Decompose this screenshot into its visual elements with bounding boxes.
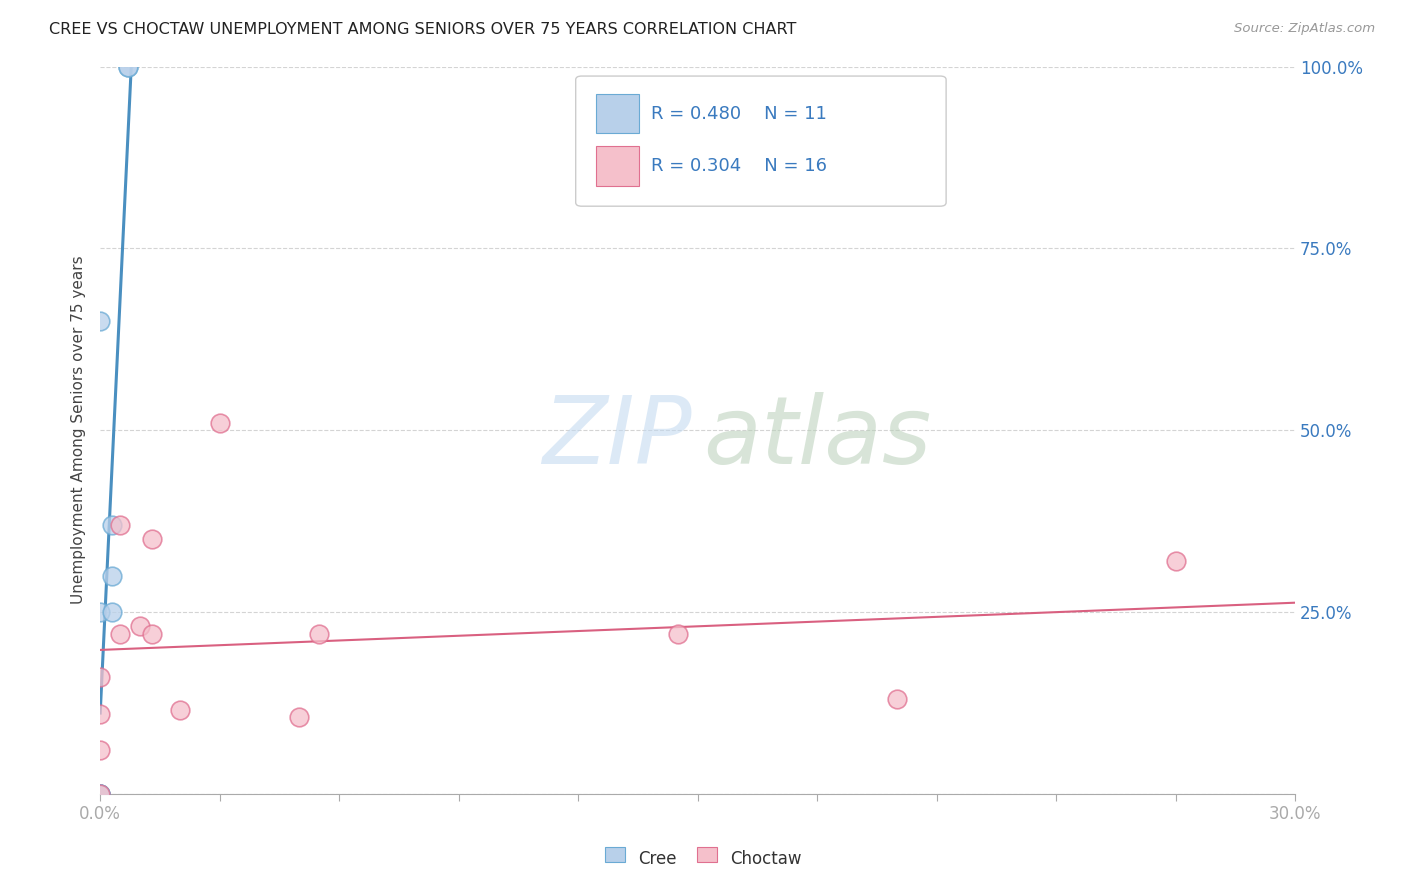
Point xyxy=(1164,554,1187,568)
Text: CREE VS CHOCTAW UNEMPLOYMENT AMONG SENIORS OVER 75 YEARS CORRELATION CHART: CREE VS CHOCTAW UNEMPLOYMENT AMONG SENIO… xyxy=(49,22,797,37)
Point xyxy=(89,787,111,801)
Point xyxy=(208,416,231,430)
Point xyxy=(129,619,152,633)
Point xyxy=(89,787,111,801)
FancyBboxPatch shape xyxy=(575,76,946,206)
Point xyxy=(666,626,689,640)
Point xyxy=(308,626,330,640)
Text: atlas: atlas xyxy=(703,392,932,483)
Point xyxy=(117,60,139,74)
Point xyxy=(89,787,111,801)
Point xyxy=(169,703,191,717)
Point xyxy=(89,706,111,721)
Y-axis label: Unemployment Among Seniors over 75 years: Unemployment Among Seniors over 75 years xyxy=(72,256,86,605)
Point xyxy=(101,517,124,532)
FancyBboxPatch shape xyxy=(596,94,638,134)
FancyBboxPatch shape xyxy=(596,146,638,186)
Text: R = 0.480    N = 11: R = 0.480 N = 11 xyxy=(651,105,827,123)
Point xyxy=(117,60,139,74)
Point xyxy=(101,605,124,619)
Text: R = 0.304    N = 16: R = 0.304 N = 16 xyxy=(651,157,827,175)
Point xyxy=(108,517,131,532)
Point xyxy=(108,626,131,640)
Point xyxy=(89,314,111,328)
Point xyxy=(141,626,163,640)
Text: Source: ZipAtlas.com: Source: ZipAtlas.com xyxy=(1234,22,1375,36)
Point xyxy=(101,568,124,582)
Point xyxy=(141,532,163,546)
Point xyxy=(89,670,111,684)
Legend: Cree, Choctaw: Cree, Choctaw xyxy=(598,844,808,875)
Text: ZIP: ZIP xyxy=(541,392,692,483)
Point xyxy=(886,692,908,706)
Point xyxy=(89,743,111,757)
Point xyxy=(89,787,111,801)
Point xyxy=(89,787,111,801)
Point xyxy=(288,710,311,724)
Point xyxy=(89,605,111,619)
